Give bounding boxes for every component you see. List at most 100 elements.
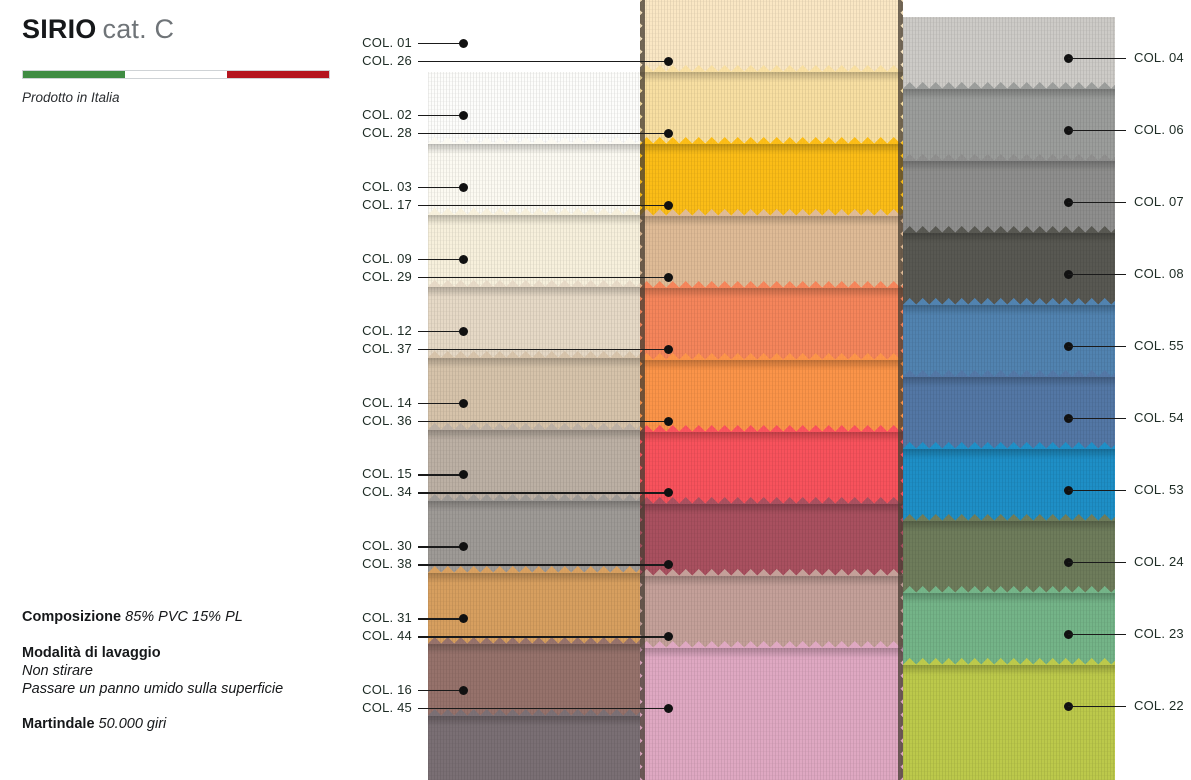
pinked-edge-icon bbox=[903, 154, 1115, 162]
pinked-edge-icon bbox=[640, 425, 903, 433]
pinked-edge-icon bbox=[640, 209, 903, 217]
fabric-grain-texture bbox=[903, 377, 1115, 451]
leader-line-left-3 bbox=[418, 258, 463, 261]
swatch-31[interactable] bbox=[428, 637, 640, 718]
pinked-edge-icon bbox=[640, 641, 903, 649]
pinked-edge-icon bbox=[903, 658, 1115, 666]
page-title: SIRIO cat. C bbox=[22, 14, 174, 45]
swatch-shadow bbox=[903, 161, 1115, 171]
pinked-edge-icon bbox=[428, 565, 640, 574]
pinked-edge-icon bbox=[428, 708, 640, 717]
swatch-label-28: COL. 28 bbox=[362, 124, 412, 140]
swatch-label-24: COL. 24 bbox=[1134, 554, 1184, 569]
swatch-29[interactable] bbox=[640, 209, 903, 290]
swatch-label-09: COL. 09 bbox=[362, 250, 412, 266]
leader-line-right-1 bbox=[1068, 130, 1126, 132]
swatch-column-middle bbox=[640, 0, 903, 780]
spec-washing: Modalità di lavaggio Non stirare Passare… bbox=[22, 645, 342, 698]
pinked-edge-icon bbox=[640, 497, 903, 505]
swatch-04[interactable] bbox=[903, 17, 1115, 91]
fabric-grain-texture bbox=[640, 144, 903, 218]
swatch-38[interactable] bbox=[640, 497, 903, 578]
pinked-edge-icon bbox=[428, 637, 640, 645]
swatch-label-44: COL. 44 bbox=[362, 628, 412, 644]
leader-line-right-5 bbox=[1068, 418, 1126, 420]
flag-white-stripe bbox=[125, 71, 227, 78]
callout-dot-left-2 bbox=[458, 182, 468, 192]
swatch-label-04: COL. 04 bbox=[1134, 50, 1184, 65]
swatch-54[interactable] bbox=[903, 370, 1115, 451]
leader-line-left-5 bbox=[418, 402, 463, 404]
leader-line-left-4 bbox=[418, 330, 463, 332]
fabric-grain-texture bbox=[903, 89, 1115, 163]
leader-line-middle-4 bbox=[418, 348, 668, 350]
swatch-label-14: COL. 14 bbox=[362, 394, 412, 410]
swatch-44[interactable] bbox=[640, 569, 903, 650]
leader-line-right-4 bbox=[1068, 346, 1126, 348]
pinked-edge-icon bbox=[640, 137, 903, 145]
swatch-shadow bbox=[428, 215, 640, 225]
swatch-label-26: COL. 26 bbox=[362, 53, 412, 68]
pinked-edge-icon bbox=[640, 281, 903, 289]
fabric-grain-texture bbox=[903, 449, 1115, 523]
swatch-23[interactable] bbox=[903, 586, 1115, 667]
pinked-edge-icon bbox=[428, 351, 640, 359]
swatch-08[interactable] bbox=[903, 226, 1115, 307]
swatch-22[interactable] bbox=[903, 658, 1115, 780]
swatch-label-34: COL. 34 bbox=[362, 484, 412, 500]
swatch-label-15: COL. 15 bbox=[362, 466, 412, 482]
swatch-26[interactable] bbox=[640, 0, 903, 74]
leader-line-middle-9 bbox=[418, 708, 668, 710]
swatch-shadow bbox=[428, 644, 640, 654]
swatch-shadow bbox=[640, 144, 903, 154]
leader-line-middle-8 bbox=[418, 636, 668, 638]
spec-washing-key: Modalità di lavaggio bbox=[22, 644, 161, 661]
swatch-label-37: COL. 37 bbox=[362, 340, 412, 356]
swatch-label-30: COL. 30 bbox=[362, 538, 412, 554]
spec-washing-line1: Non stirare bbox=[22, 662, 93, 679]
fabric-grain-texture bbox=[903, 161, 1115, 235]
leader-line-left-8 bbox=[418, 618, 463, 620]
leader-line-left-7 bbox=[418, 546, 463, 548]
swatch-34[interactable] bbox=[640, 425, 903, 506]
swatch-53[interactable] bbox=[903, 442, 1115, 523]
flag-green-stripe bbox=[23, 71, 125, 78]
swatch-17[interactable] bbox=[640, 137, 903, 218]
swatch-37[interactable] bbox=[640, 281, 903, 362]
swatch-shadow bbox=[903, 233, 1115, 243]
callout-dot-middle-8 bbox=[663, 632, 673, 642]
callout-dot-left-1 bbox=[458, 110, 468, 120]
swatch-shadow bbox=[428, 572, 640, 583]
leader-line-left-1 bbox=[418, 114, 463, 117]
fabric-grain-texture bbox=[903, 593, 1115, 667]
swatch-shadow bbox=[428, 501, 640, 511]
callout-dot-middle-5 bbox=[663, 416, 673, 426]
swatch-16[interactable] bbox=[428, 708, 640, 780]
callout-dot-left-9 bbox=[458, 686, 468, 696]
fabric-grain-texture bbox=[640, 72, 903, 146]
leader-line-right-3 bbox=[1068, 274, 1126, 276]
callout-dot-middle-0 bbox=[663, 57, 673, 66]
swatch-30[interactable] bbox=[428, 565, 640, 646]
fabric-grain-texture bbox=[640, 0, 903, 74]
pinked-edge-icon bbox=[903, 514, 1115, 522]
swatch-07[interactable] bbox=[903, 154, 1115, 235]
pinked-edge-icon bbox=[428, 279, 640, 288]
swatch-36[interactable] bbox=[640, 353, 903, 434]
swatch-24[interactable] bbox=[903, 514, 1115, 595]
swatch-28[interactable] bbox=[640, 65, 903, 146]
swatch-shadow bbox=[428, 429, 640, 440]
swatch-shadow bbox=[640, 576, 903, 586]
swatch-label-02: COL. 02 bbox=[362, 106, 412, 122]
swatch-06[interactable] bbox=[903, 82, 1115, 163]
swatch-45[interactable] bbox=[640, 641, 903, 780]
swatch-55[interactable] bbox=[903, 298, 1115, 379]
swatch-label-53: COL. 53 bbox=[1134, 482, 1184, 497]
leader-line-middle-7 bbox=[418, 564, 668, 566]
leader-line-left-6 bbox=[418, 474, 463, 476]
swatch-shadow bbox=[903, 665, 1115, 675]
fabric-grain-texture bbox=[428, 644, 640, 718]
swatch-label-55: COL. 55 bbox=[1134, 338, 1184, 353]
swatch-01[interactable] bbox=[428, 72, 640, 146]
leader-line-middle-1 bbox=[418, 132, 668, 135]
